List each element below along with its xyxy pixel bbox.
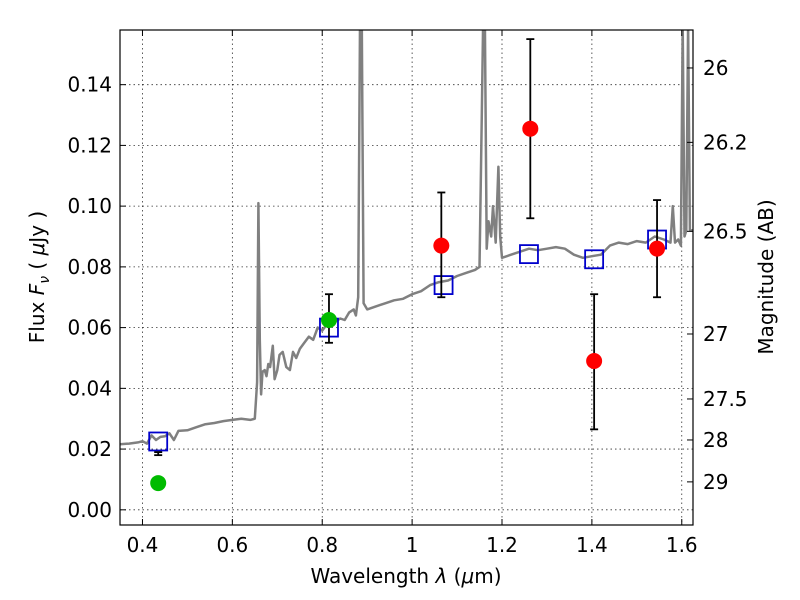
- y-axis-label: Flux Fν ( μJy ): [25, 211, 53, 343]
- y-tick-label: 0.00: [67, 498, 112, 522]
- x-tick-label: 1.4: [576, 533, 608, 557]
- x-tick-label: 0.4: [127, 533, 159, 557]
- x-tick-label: 1: [406, 533, 419, 557]
- measured-photometry-point: [649, 240, 666, 257]
- model-photometry-square: [433, 275, 454, 295]
- x-tick-label: 1.2: [486, 533, 518, 557]
- right-tick-label: 27: [703, 322, 728, 346]
- plot-background: [120, 30, 693, 525]
- right-tick-label: 26: [703, 56, 728, 80]
- right-tick-label: 26.5: [703, 219, 748, 243]
- right-tick-label: 28: [703, 428, 728, 452]
- measured-photometry-point: [433, 237, 450, 254]
- x-tick-label: 0.8: [306, 533, 338, 557]
- plot-frame: [119, 29, 694, 526]
- y-tick-label: 0.02: [67, 437, 112, 461]
- marker-layer: [148, 38, 667, 492]
- right-tick-label: 29: [703, 470, 728, 494]
- grid: [120, 30, 693, 525]
- model-photometry-square: [148, 431, 169, 452]
- model-photometry-square: [584, 249, 605, 270]
- detected-photometry-point: [320, 312, 337, 329]
- right-tick-label: 26.2: [703, 130, 748, 154]
- detected-photometry-point: [150, 475, 167, 492]
- right-tick-label: 27.5: [703, 387, 748, 411]
- x-tick-label: 1.6: [666, 533, 698, 557]
- x-tick-label: 0.6: [216, 533, 248, 557]
- y-tick-label: 0.08: [67, 255, 112, 279]
- model-photometry-square: [519, 244, 539, 265]
- ticks: 0.4 0.6 0.8 1 1.2 1.4 1.6 0.00 0.02 0.04 0.06 0.08 0…: [67, 30, 748, 557]
- model-spectrum-line: [120, 30, 693, 446]
- measured-photometry-point: [522, 120, 539, 137]
- y-tick-label: 0.14: [67, 73, 112, 97]
- y-tick-label: 0.12: [67, 133, 112, 157]
- data-layer: [120, 30, 693, 446]
- y-tick-label: 0.04: [67, 376, 112, 400]
- y-right-axis-label: Magnitude (AB): [754, 199, 778, 354]
- y-tick-label: 0.06: [67, 316, 112, 340]
- x-axis-label: Wavelength λ (μm): [310, 564, 501, 588]
- measured-photometry-point: [586, 353, 603, 370]
- y-tick-label: 0.10: [67, 194, 112, 218]
